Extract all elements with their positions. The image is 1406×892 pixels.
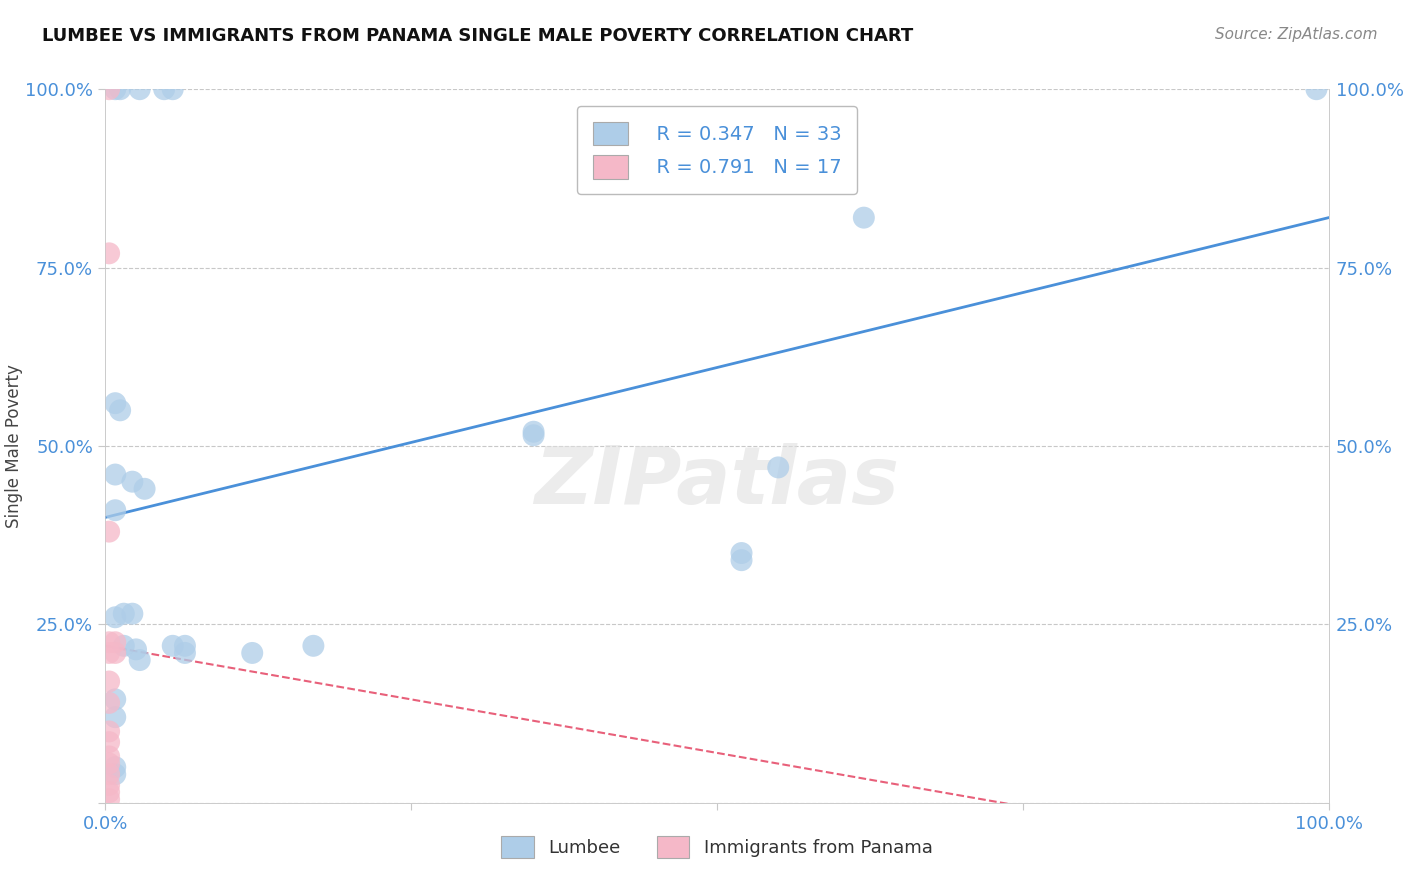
Point (730, 546, 752, 560)
Point (104, 767, 127, 781)
Point (104, 467, 127, 482)
Text: Source: ZipAtlas.com: Source: ZipAtlas.com (1215, 27, 1378, 42)
Point (98, 696, 121, 710)
Point (162, 82, 184, 96)
Point (104, 760, 127, 774)
Point (522, 428, 544, 442)
Point (108, 403, 131, 417)
Point (112, 639, 135, 653)
Point (104, 503, 127, 517)
Point (98, 635, 121, 649)
Point (98, 82, 121, 96)
Y-axis label: Single Male Poverty: Single Male Poverty (4, 364, 22, 528)
Point (104, 646, 127, 660)
Point (125, 642, 148, 657)
Point (98, 749, 121, 764)
Point (1305, 82, 1327, 96)
Point (522, 425, 544, 439)
Point (104, 635, 127, 649)
Point (98, 792, 121, 806)
Point (174, 639, 197, 653)
Point (128, 82, 150, 96)
Point (121, 475, 143, 489)
Point (104, 396, 127, 410)
Point (240, 646, 263, 660)
Legend: Lumbee, Immigrants from Panama: Lumbee, Immigrants from Panama (495, 829, 939, 865)
Point (128, 653, 150, 667)
Point (768, 460, 790, 475)
Point (302, 639, 325, 653)
Point (98, 767, 121, 781)
Point (104, 692, 127, 706)
Point (162, 639, 184, 653)
Point (104, 710, 127, 724)
Point (104, 82, 127, 96)
Point (98, 724, 121, 739)
Point (98, 785, 121, 799)
Point (174, 646, 197, 660)
Point (730, 553, 752, 567)
Point (108, 82, 131, 96)
Point (98, 778, 121, 792)
Text: ZIPatlas: ZIPatlas (534, 442, 900, 521)
Point (112, 607, 135, 621)
Point (134, 482, 156, 496)
Point (852, 211, 875, 225)
Point (98, 756, 121, 771)
Point (98, 246, 121, 260)
Point (98, 735, 121, 749)
Point (98, 524, 121, 539)
Point (98, 646, 121, 660)
Point (153, 82, 176, 96)
Point (121, 607, 143, 621)
Point (104, 610, 127, 624)
Text: LUMBEE VS IMMIGRANTS FROM PANAMA SINGLE MALE POVERTY CORRELATION CHART: LUMBEE VS IMMIGRANTS FROM PANAMA SINGLE … (42, 27, 914, 45)
Point (98, 674, 121, 689)
